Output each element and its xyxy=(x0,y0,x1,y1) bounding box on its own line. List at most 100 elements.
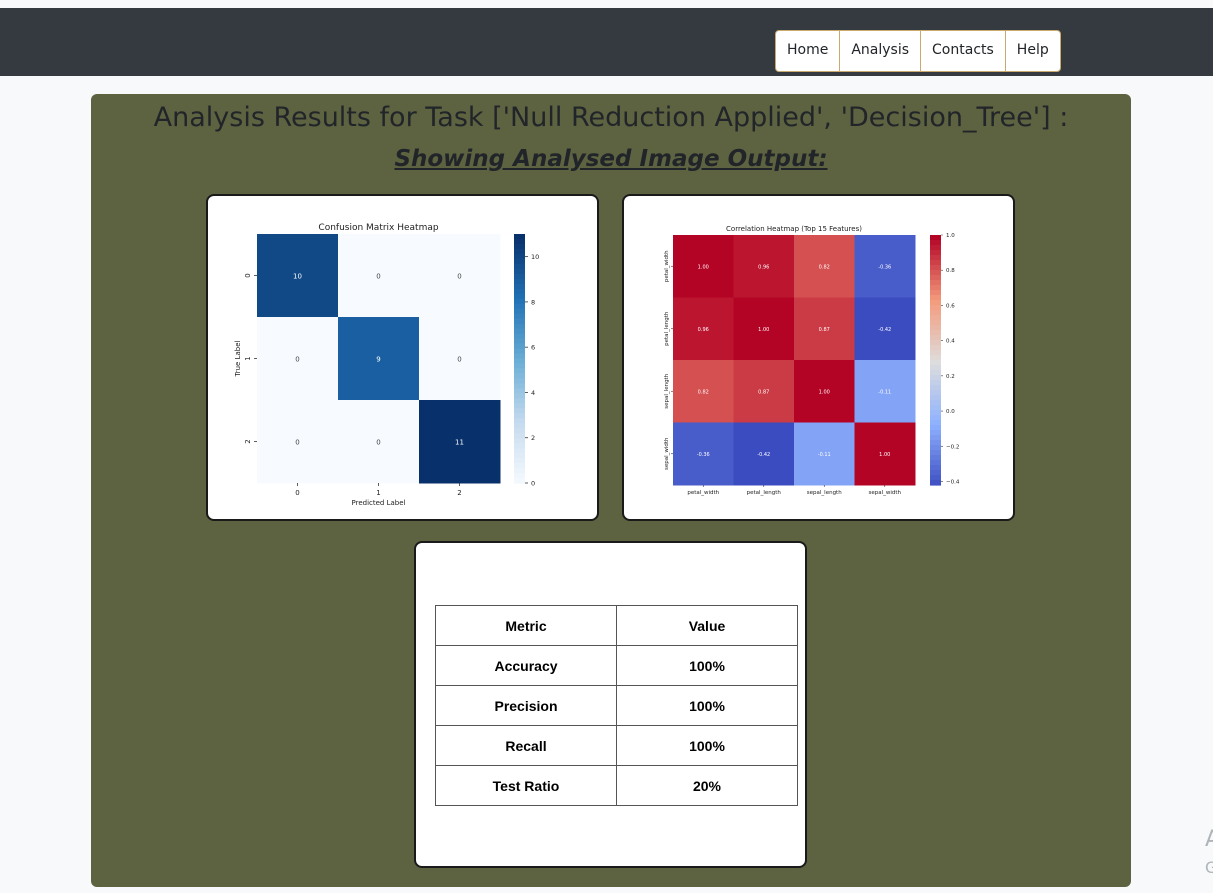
nav-help-button[interactable]: Help xyxy=(1016,42,1049,58)
colorbar-segment xyxy=(514,308,525,315)
colorbar-segment xyxy=(930,465,941,471)
colorbar-tick-label: 0.0 xyxy=(946,409,955,415)
colorbar-segment xyxy=(514,438,525,444)
colorbar-segment xyxy=(514,263,525,270)
y-tick-label: 0 xyxy=(244,273,252,277)
heatmap-cell xyxy=(733,360,795,423)
colorbar-segment xyxy=(930,450,941,456)
x-tick-label: 2 xyxy=(457,489,461,497)
colorbar-segment xyxy=(930,290,941,296)
cell-value-label: 0 xyxy=(295,439,299,447)
colorbar-tick-label: 4 xyxy=(531,389,535,397)
colorbar-segment xyxy=(514,448,525,454)
colorbar-tick-label: 0.8 xyxy=(946,268,955,274)
colorbar-segment xyxy=(930,275,941,281)
colorbar-segment xyxy=(930,385,941,391)
cell-value-label: 0 xyxy=(295,356,299,364)
cell-value-label: -0.42 xyxy=(878,327,891,333)
y-tick-label: 1 xyxy=(244,356,252,360)
x-tick-label: petal_length xyxy=(747,490,782,496)
colorbar-segment xyxy=(514,268,525,275)
colorbar-segment xyxy=(930,320,941,326)
x-tick-label: sepal_width xyxy=(868,490,901,496)
cell-value-label: 1.00 xyxy=(819,389,830,395)
heatmap-cell xyxy=(338,317,420,401)
colorbar-segment xyxy=(514,234,525,240)
colorbar-segment xyxy=(514,463,525,469)
colorbar-segment xyxy=(930,455,941,461)
cell-value-label: 0.82 xyxy=(819,264,830,270)
colorbar-segment xyxy=(514,433,525,439)
cell-value-label: 9 xyxy=(376,356,380,364)
nav-contacts-button[interactable]: Contacts xyxy=(921,31,1006,71)
colorbar-segment xyxy=(930,435,941,441)
colorbar-segment xyxy=(514,363,525,370)
colorbar-segment xyxy=(514,328,525,335)
colorbar-segment xyxy=(930,300,941,306)
x-tick-label: 1 xyxy=(376,489,380,497)
colorbar-segment xyxy=(514,348,525,355)
colorbar-segment xyxy=(514,423,525,429)
heatmap-cell xyxy=(673,422,734,486)
colorbar-segment xyxy=(514,403,525,409)
cell-value-label: -0.11 xyxy=(818,452,831,458)
cell-value-label: 0 xyxy=(457,273,461,281)
colorbar-segment xyxy=(930,240,941,246)
table-row: Precision 100% xyxy=(435,685,798,726)
cell-value-label: 1.00 xyxy=(698,264,709,270)
colorbar-tick-label: 0.2 xyxy=(946,374,955,380)
colorbar-segment xyxy=(930,330,941,336)
confusion-matrix-card: Confusion Matrix Heatmap 10 0 0 0 9 0 0 0 11 0 1 2 0 1… xyxy=(206,194,599,521)
heatmap-cell xyxy=(257,234,339,318)
colorbar-segment xyxy=(514,473,525,479)
nav-analysis-button[interactable]: Analysis xyxy=(840,31,922,71)
colorbar-segment xyxy=(930,405,941,411)
heatmap-cell xyxy=(794,422,855,486)
heatmap-cell xyxy=(419,400,501,484)
colorbar-segment xyxy=(930,370,941,376)
colorbar-segment xyxy=(930,420,941,426)
colorbar-segment xyxy=(930,235,941,241)
colorbar-segment xyxy=(514,278,525,285)
cell-value-label: 0 xyxy=(376,273,380,281)
table-cell: Precision xyxy=(435,685,617,726)
chart-title: Confusion Matrix Heatmap xyxy=(318,223,438,233)
page-subtitle: Showing Analysed Image Output: xyxy=(394,146,828,172)
colorbar-segment xyxy=(930,280,941,286)
cell-value-label: -0.11 xyxy=(878,389,891,395)
cell-value-label: 0.96 xyxy=(698,327,709,333)
colorbar-segment xyxy=(930,480,941,486)
heatmap-cell xyxy=(338,234,420,318)
colorbar-segment xyxy=(514,303,525,310)
nav-home-button[interactable]: Home xyxy=(776,31,841,71)
page-title: Analysis Results for Task ['Null Reducti… xyxy=(153,102,1069,133)
colorbar-segment xyxy=(930,270,941,276)
top-navbar: Home Analysis Contacts Help xyxy=(0,8,1213,76)
table-cell: 100% xyxy=(616,645,798,686)
x-axis-label: Predicted Label xyxy=(352,499,406,507)
heatmap-cell xyxy=(854,297,916,361)
metrics-table: Metric Value Accuracy 100% Precision 100… xyxy=(435,605,798,806)
colorbar-segment xyxy=(514,408,525,414)
colorbar-segment xyxy=(930,365,941,371)
y-tick-label: petal_width xyxy=(664,250,670,282)
heatmap-cell xyxy=(673,297,734,361)
colorbar-segment xyxy=(930,340,941,346)
cell-value-label: 10 xyxy=(293,273,302,281)
x-tick-label: sepal_length xyxy=(807,490,842,496)
correlation-heatmap-chart: Correlation Heatmap (Top 15 Features) 1.0… xyxy=(664,225,960,496)
heatmap-cell xyxy=(733,297,795,361)
colorbar-segment xyxy=(514,353,525,360)
cell-value-label: 1.00 xyxy=(758,327,769,333)
x-tick-label: 0 xyxy=(295,489,299,497)
colorbar-segment xyxy=(930,415,941,421)
colorbar-segment xyxy=(930,460,941,466)
colorbar-segment xyxy=(514,333,525,340)
cell-value-label: 11 xyxy=(455,439,464,447)
heatmap-cell xyxy=(854,235,916,298)
colorbar-segment xyxy=(514,468,525,474)
table-row: Recall 100% xyxy=(435,725,798,766)
colorbar-tick-label: 0.4 xyxy=(946,339,955,345)
colorbar-segment xyxy=(514,383,525,389)
